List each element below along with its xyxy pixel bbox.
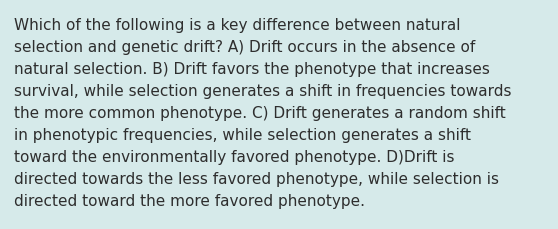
Text: survival, while selection generates a shift in frequencies towards: survival, while selection generates a sh… xyxy=(14,84,512,98)
Text: natural selection. B) Drift favors the phenotype that increases: natural selection. B) Drift favors the p… xyxy=(14,62,490,77)
Text: directed towards the less favored phenotype, while selection is: directed towards the less favored phenot… xyxy=(14,171,499,186)
Text: selection and genetic drift? A) Drift occurs in the absence of: selection and genetic drift? A) Drift oc… xyxy=(14,40,475,55)
Text: Which of the following is a key difference between natural: Which of the following is a key differen… xyxy=(14,18,460,33)
Text: the more common phenotype. C) Drift generates a random shift: the more common phenotype. C) Drift gene… xyxy=(14,106,506,120)
Text: in phenotypic frequencies, while selection generates a shift: in phenotypic frequencies, while selecti… xyxy=(14,128,471,142)
Text: toward the environmentally favored phenotype. D)Drift is: toward the environmentally favored pheno… xyxy=(14,149,455,164)
Text: directed toward the more favored phenotype.: directed toward the more favored phenoty… xyxy=(14,193,365,208)
